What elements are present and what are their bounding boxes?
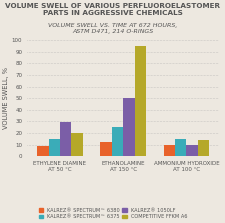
Bar [111,127,123,156]
Bar [71,133,82,156]
Legend: KALREZ® SPECTRUM™ 6380, KALREZ® SPECTRUM™ 6375, KALREZ® 1050LF, COMPETITIVE FFKM: KALREZ® SPECTRUM™ 6380, KALREZ® SPECTRUM… [37,206,188,221]
Bar [134,46,145,156]
Text: VOLUME SWELL VS. TIME AT 672 HOURS,
ASTM D471, 214 O-RINGS: VOLUME SWELL VS. TIME AT 672 HOURS, ASTM… [48,23,177,34]
Bar [100,142,111,156]
Y-axis label: VOLUME SWELL, %: VOLUME SWELL, % [3,67,9,129]
Bar [37,146,48,156]
Text: VOLUME SWELL OF VARIOUS PERFLUOROELASTOMER PARTS IN AGGRESSIVE CHEMICALS: VOLUME SWELL OF VARIOUS PERFLUOROELASTOM… [5,3,220,16]
Bar [163,145,174,156]
Bar [60,122,71,156]
Bar [123,98,134,156]
Bar [186,145,197,156]
Bar [174,139,186,156]
Bar [197,140,208,156]
Bar [48,139,60,156]
